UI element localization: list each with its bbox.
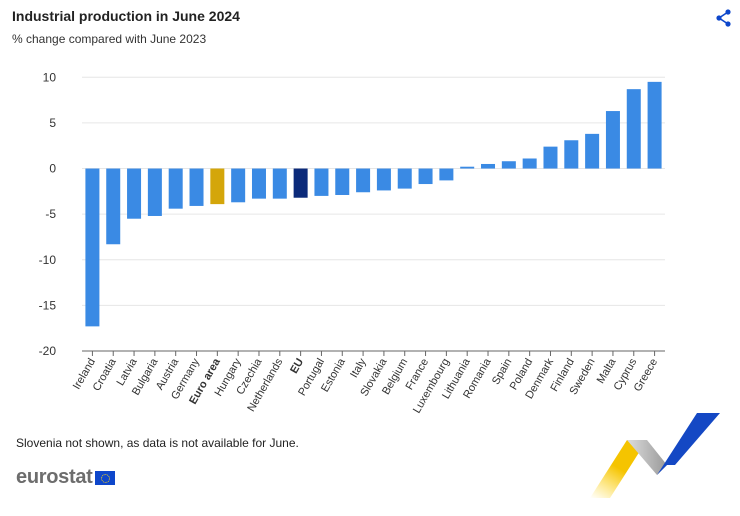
bar-denmark[interactable]: [543, 146, 558, 169]
y-tick-label: 0: [49, 162, 56, 176]
bar-netherlands[interactable]: [272, 168, 287, 199]
x-tick-label: Italy: [348, 356, 369, 380]
bar-spain[interactable]: [501, 161, 516, 169]
bar-estonia[interactable]: [335, 168, 350, 195]
chart-subtitle: % change compared with June 2023: [12, 32, 207, 46]
x-tick-label: EU: [288, 356, 306, 375]
bar-bulgaria[interactable]: [147, 168, 162, 216]
bar-austria[interactable]: [168, 168, 183, 209]
bar-portugal[interactable]: [314, 168, 329, 196]
bar-chart: 1050-5-10-15-20IrelandCroatiaLatviaBulga…: [39, 70, 665, 415]
chart-title: Industrial production in June 2024: [12, 8, 240, 24]
eurostat-logo[interactable]: eurostat: [16, 466, 115, 489]
logo-text: eurostat: [16, 466, 93, 488]
y-tick-label: -5: [45, 207, 56, 221]
y-tick-label: -10: [39, 253, 57, 267]
bar-belgium[interactable]: [397, 168, 412, 189]
bar-finland[interactable]: [564, 140, 579, 169]
bar-hungary[interactable]: [231, 168, 246, 203]
eu-flag-icon: [94, 470, 115, 485]
bar-sweden[interactable]: [585, 133, 600, 169]
y-tick-label: -15: [39, 298, 57, 312]
share-icon[interactable]: [714, 8, 734, 28]
bar-latvia[interactable]: [127, 168, 142, 219]
bar-italy[interactable]: [356, 168, 371, 193]
bar-malta[interactable]: [605, 111, 620, 169]
y-tick-label: -20: [39, 344, 57, 358]
bar-lithuania[interactable]: [460, 166, 475, 169]
bar-greece[interactable]: [647, 81, 662, 169]
y-tick-label: 5: [49, 116, 56, 130]
bar-slovakia[interactable]: [376, 168, 391, 191]
bar-czechia[interactable]: [251, 168, 266, 199]
eurostat-swoosh-graphic: [590, 413, 720, 498]
bar-euro-area[interactable]: [210, 168, 225, 205]
bar-poland[interactable]: [522, 158, 537, 169]
bar-croatia[interactable]: [106, 168, 121, 245]
bar-ireland[interactable]: [85, 168, 100, 327]
footnote: Slovenia not shown, as data is not avail…: [16, 436, 299, 450]
bar-france[interactable]: [418, 168, 433, 185]
bar-cyprus[interactable]: [626, 89, 641, 169]
bar-germany[interactable]: [189, 168, 204, 206]
bar-luxembourg[interactable]: [439, 168, 454, 181]
bar-romania[interactable]: [481, 163, 496, 169]
bar-eu[interactable]: [293, 168, 308, 198]
y-tick-label: 10: [43, 70, 57, 84]
